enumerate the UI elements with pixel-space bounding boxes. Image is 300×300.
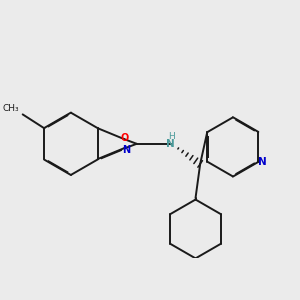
Text: O: O [120, 133, 128, 142]
Text: N: N [167, 139, 175, 149]
Text: CH₃: CH₃ [3, 104, 20, 113]
Text: N: N [257, 157, 266, 166]
Text: N: N [122, 145, 130, 155]
Text: H: H [168, 133, 175, 142]
